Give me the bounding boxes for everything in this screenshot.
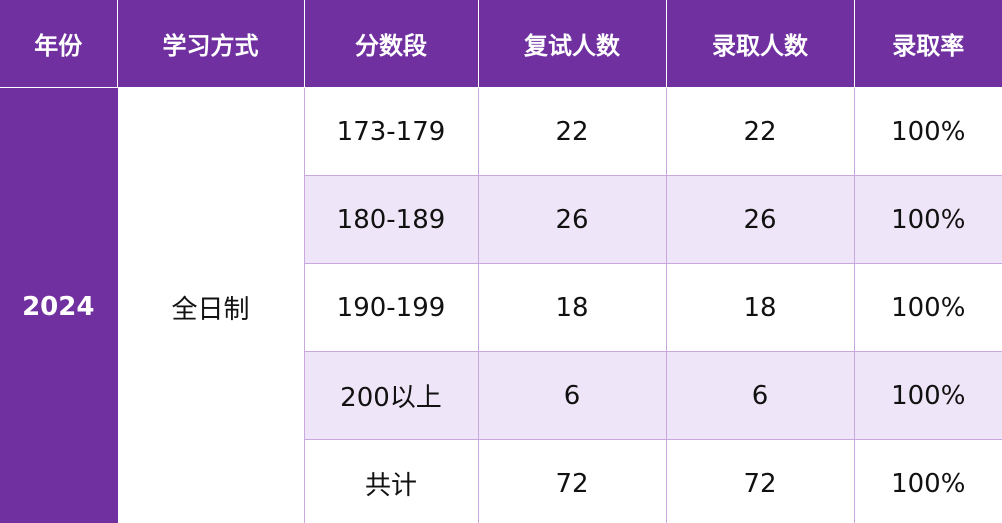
- header-retest-count: 复试人数: [477, 0, 667, 88]
- table-row: 190-199 18 18 100%: [0, 263, 1002, 352]
- admission-rate-cell: 100%: [853, 87, 1002, 176]
- study-mode-cell: 全日制: [116, 87, 305, 523]
- score-range-cell: 173-179: [303, 87, 479, 176]
- header-score-range: 分数段: [303, 0, 479, 88]
- total-rate-cell: 100%: [853, 439, 1002, 523]
- total-admitted-cell: 72: [665, 439, 855, 523]
- score-range-cell: 180-189: [303, 175, 479, 264]
- admission-rate-cell: 100%: [853, 263, 1002, 352]
- header-row: 年份 学习方式 分数段 复试人数 录取人数 录取率: [0, 0, 1002, 88]
- header-study-mode: 学习方式: [116, 0, 305, 88]
- table-row: 200以上 6 6 100%: [0, 351, 1002, 440]
- admission-rate-cell: 100%: [853, 175, 1002, 264]
- table-row-total: 共计 72 72 100%: [0, 439, 1002, 523]
- header-admission-rate: 录取率: [853, 0, 1002, 88]
- retest-count-cell: 22: [477, 87, 667, 176]
- retest-count-cell: 6: [477, 351, 667, 440]
- score-range-cell: 190-199: [303, 263, 479, 352]
- table-row: 2024 全日制 173-179 22 22 100%: [0, 87, 1002, 523]
- admitted-count-cell: 18: [665, 263, 855, 352]
- table-row: 180-189 26 26 100%: [0, 175, 1002, 264]
- admitted-count-cell: 22: [665, 87, 855, 176]
- retest-count-cell: 18: [477, 263, 667, 352]
- total-retest-cell: 72: [477, 439, 667, 523]
- table-header: 年份 学习方式 分数段 复试人数 录取人数 录取率: [0, 0, 1002, 88]
- total-label-cell: 共计: [303, 439, 479, 523]
- table-body: 2024 全日制 173-179 22 22 100% 180-189 26 2…: [0, 87, 1002, 523]
- header-admitted-count: 录取人数: [665, 0, 855, 88]
- year-cell: 2024: [0, 87, 118, 523]
- admitted-count-cell: 6: [665, 351, 855, 440]
- score-range-cell: 200以上: [303, 351, 479, 440]
- admission-rate-cell: 100%: [853, 351, 1002, 440]
- retest-count-cell: 26: [477, 175, 667, 264]
- admitted-count-cell: 26: [665, 175, 855, 264]
- header-year: 年份: [0, 0, 118, 88]
